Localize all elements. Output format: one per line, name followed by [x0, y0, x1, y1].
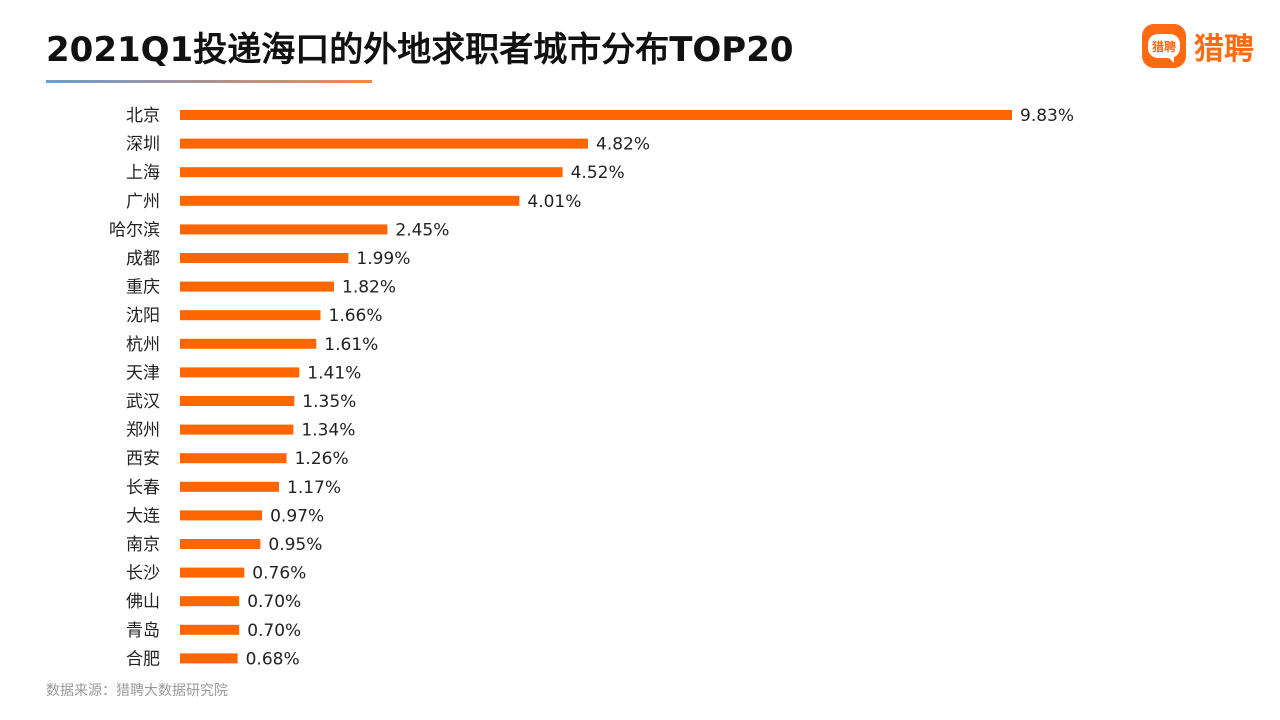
- bar: [180, 167, 563, 178]
- data-label: 0.70%: [247, 621, 301, 641]
- bar: [180, 110, 1012, 120]
- bar: [180, 367, 300, 378]
- data-label: 1.41%: [307, 363, 361, 383]
- data-label: 1.35%: [302, 392, 356, 412]
- page-title: 2021Q1投递海口的外地求职者城市分布TOP20: [46, 30, 794, 70]
- category-label: 杭州: [126, 335, 160, 355]
- bar: [180, 596, 240, 607]
- bar: [180, 138, 588, 149]
- category-label: 南京: [126, 535, 160, 555]
- category-label: 深圳: [126, 135, 160, 155]
- category-label: 大连: [126, 506, 160, 526]
- category-label: 重庆: [126, 278, 160, 298]
- category-label: 上海: [126, 163, 160, 183]
- bar: [180, 253, 349, 263]
- data-label: 9.83%: [1020, 106, 1074, 126]
- category-label: 成都: [126, 249, 160, 269]
- category-label: 西安: [126, 449, 160, 469]
- bar: [180, 453, 287, 464]
- bar: [180, 224, 388, 235]
- category-label: 广州: [126, 192, 160, 212]
- bar: [180, 310, 321, 321]
- data-label: 0.97%: [270, 506, 324, 526]
- data-label: 1.82%: [342, 278, 396, 298]
- logo-text: 猎聘: [1194, 32, 1254, 67]
- category-label: 哈尔滨: [109, 220, 160, 240]
- data-label: 0.95%: [268, 535, 322, 555]
- category-label: 北京: [126, 106, 160, 126]
- category-label: 武汉: [126, 392, 160, 412]
- brand-logo: 猎聘 猎聘: [1142, 24, 1254, 68]
- data-source: 数据来源：猎聘大数据研究院: [46, 683, 228, 699]
- bar: [180, 539, 261, 549]
- category-label: 佛山: [126, 592, 160, 612]
- category-label: 长沙: [126, 564, 160, 584]
- category-label: 天津: [126, 363, 160, 383]
- bar: [180, 510, 263, 521]
- data-label: 1.17%: [287, 478, 341, 498]
- data-label: 1.66%: [329, 306, 383, 326]
- bar: [180, 653, 238, 664]
- bar: [180, 424, 294, 435]
- bar: [180, 567, 245, 578]
- data-label: 0.70%: [247, 592, 301, 612]
- category-label: 郑州: [126, 421, 160, 441]
- data-label: 1.26%: [295, 449, 349, 469]
- category-label: 合肥: [126, 649, 160, 669]
- data-label: 1.34%: [301, 421, 355, 441]
- category-label: 沈阳: [126, 306, 160, 326]
- bar: [180, 481, 279, 492]
- data-label: 4.52%: [571, 163, 625, 183]
- category-label: 长春: [126, 478, 160, 498]
- data-label: 1.61%: [324, 335, 378, 355]
- logo-badge-text: 猎聘: [1148, 34, 1180, 63]
- data-label: 2.45%: [395, 220, 449, 240]
- data-label: 1.99%: [356, 249, 410, 269]
- chat-bubble-icon: 猎聘: [1142, 24, 1186, 68]
- bar: [180, 195, 520, 206]
- bar: [180, 624, 240, 635]
- data-label: 0.68%: [246, 649, 300, 669]
- bar: [180, 281, 334, 292]
- bar: [180, 396, 295, 406]
- data-label: 4.01%: [527, 192, 581, 212]
- data-label: 0.76%: [252, 564, 306, 584]
- category-label: 青岛: [126, 621, 160, 641]
- title-underline: [46, 80, 372, 83]
- data-label: 4.82%: [596, 135, 650, 155]
- bar: [180, 338, 317, 349]
